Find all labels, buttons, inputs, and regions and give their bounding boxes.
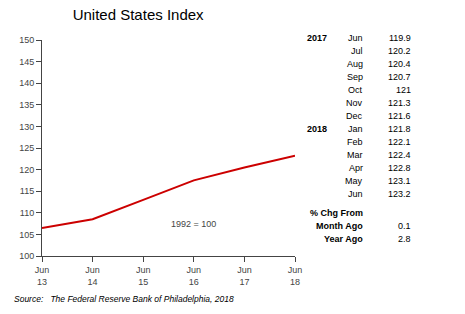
svg-text:122.1: 122.1 <box>388 137 411 147</box>
svg-text:119.9: 119.9 <box>389 33 411 43</box>
svg-text:105: 105 <box>19 230 34 240</box>
svg-text:Source: The Federal Reserve: Source: The Federal Reserve Bank of Phil… <box>14 294 234 304</box>
svg-text:122.8: 122.8 <box>388 163 411 173</box>
svg-text:121: 121 <box>396 85 411 95</box>
svg-text:140: 140 <box>19 78 34 88</box>
svg-text:Year Ago: Year Ago <box>324 234 363 244</box>
svg-text:0.1: 0.1 <box>398 221 411 231</box>
svg-text:Nov: Nov <box>346 98 363 108</box>
svg-text:121.8: 121.8 <box>388 124 411 134</box>
svg-text:125: 125 <box>19 143 34 153</box>
svg-text:2017: 2017 <box>307 33 327 43</box>
svg-text:United States Index: United States Index <box>73 6 204 23</box>
svg-text:Jun18: Jun18 <box>288 265 303 287</box>
svg-text:122.4: 122.4 <box>388 150 411 160</box>
svg-text:100: 100 <box>19 251 34 261</box>
svg-text:Jun: Jun <box>348 189 363 199</box>
svg-text:110: 110 <box>20 208 34 218</box>
svg-text:Jan: Jan <box>348 124 363 134</box>
svg-text:121.3: 121.3 <box>388 98 411 108</box>
svg-text:2.8: 2.8 <box>398 234 411 244</box>
svg-text:120.4: 120.4 <box>388 59 411 69</box>
svg-text:123.1: 123.1 <box>388 176 411 186</box>
svg-text:Oct: Oct <box>348 85 363 95</box>
svg-text:Month Ago: Month Ago <box>316 221 363 231</box>
svg-text:Feb: Feb <box>347 137 363 147</box>
svg-text:120.7: 120.7 <box>388 72 411 82</box>
svg-text:Apr: Apr <box>349 163 363 173</box>
svg-text:123.2: 123.2 <box>388 189 411 199</box>
svg-text:150: 150 <box>19 35 34 45</box>
svg-text:120.2: 120.2 <box>388 46 411 56</box>
svg-text:1992 = 100: 1992 = 100 <box>171 219 216 229</box>
svg-text:Jun: Jun <box>348 33 363 43</box>
svg-text:135: 135 <box>19 100 34 110</box>
svg-text:% Chg From: % Chg From <box>310 208 363 218</box>
svg-text:115: 115 <box>20 186 34 196</box>
svg-text:Dec: Dec <box>346 111 363 121</box>
svg-text:May: May <box>345 176 363 186</box>
svg-text:145: 145 <box>19 57 34 67</box>
svg-text:Aug: Aug <box>347 59 363 69</box>
svg-text:121.6: 121.6 <box>388 111 411 121</box>
svg-text:2018: 2018 <box>307 124 327 134</box>
svg-text:Jun17: Jun17 <box>237 265 252 287</box>
svg-text:Jun13: Jun13 <box>35 265 50 287</box>
svg-text:Jul: Jul <box>351 46 363 56</box>
svg-text:120: 120 <box>19 165 34 175</box>
svg-text:Jun15: Jun15 <box>136 265 151 287</box>
svg-text:130: 130 <box>19 122 34 132</box>
svg-text:Jun16: Jun16 <box>187 265 202 287</box>
svg-text:Sep: Sep <box>347 72 363 82</box>
svg-text:Mar: Mar <box>347 150 363 160</box>
svg-text:Jun14: Jun14 <box>85 265 100 287</box>
